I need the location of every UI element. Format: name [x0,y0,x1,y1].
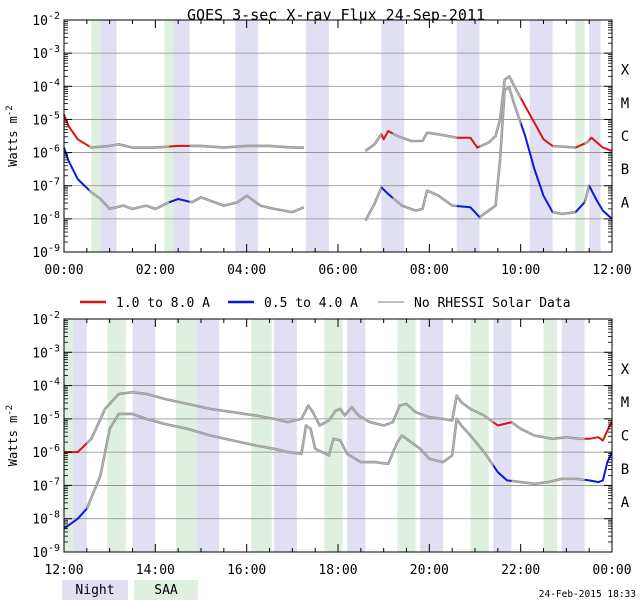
saa-key-swatch [134,580,198,600]
night-band [420,319,444,552]
x-tick-label: 18:00 [318,563,357,578]
no-rhessi-line-core [86,413,585,530]
x-tick-label: 00:00 [44,263,83,278]
saa-band [397,319,416,552]
saa-band [64,319,74,552]
y-tick-label: 10-3 [32,44,60,62]
gray-overlay [89,75,590,153]
y-tick-label: 10-9 [32,543,60,561]
x-tick-label: 20:00 [410,563,449,578]
night-key-swatch [62,580,128,600]
flare-class-label: X [621,63,630,79]
night-band [100,20,117,252]
flare-class-label: A [621,495,630,511]
flare-class-label: C [621,129,629,145]
night-band [347,319,366,552]
generated-timestamp: 24-Feb-2015 18:33 [539,589,636,600]
y-axis-label: Watts m-2 [5,405,20,466]
y-tick-label: 10-2 [32,310,60,328]
x-tick-label: 10:00 [501,263,540,278]
x-tick-label: 08:00 [410,263,449,278]
flare-class-label: X [621,362,630,378]
saa-band [164,20,174,252]
flare-class-label: M [621,395,629,411]
saa-band [91,20,101,252]
gray-overlay [86,390,585,454]
x-tick-label: 06:00 [318,263,357,278]
x-tick-label: 12:00 [44,563,83,578]
flare-class-label: B [621,462,629,478]
night-band [274,319,297,552]
x-tick-label: 12:00 [592,263,631,278]
x-tick-label: 00:00 [592,563,631,578]
y-tick-label: 10-9 [32,243,60,261]
x-tick-label: 14:00 [136,563,175,578]
y-tick-label: 10-7 [32,476,60,494]
gray-overlay [86,412,585,530]
night-band [493,319,512,552]
no-rhessi-line-core [89,114,304,148]
saa-band [251,319,272,552]
saa-band [324,319,343,552]
saa-band [470,319,489,552]
night-band [306,20,329,252]
flare-class-label: C [621,429,629,445]
y-tick-label: 10-5 [32,410,60,428]
night-band [561,319,585,552]
bottom-flux-panel: 10-9 10-8 10-7 10-6 10-5 10-4 10-3 10-2 Watts m-… [5,310,632,578]
flare-class-label: B [621,162,629,178]
x-tick-label: 04:00 [227,263,266,278]
saa-key-label: SAA [154,583,178,598]
saa-band [107,319,126,552]
series-legend: 1.0 to 8.0 A 0.5 to 4.0 A No RHESSI Sola… [80,296,571,311]
y-tick-label: 10-8 [32,210,60,228]
night-band [173,20,190,252]
y-tick-label: 10-4 [32,77,60,95]
saa-band [175,319,197,552]
night-key-label: Night [75,583,114,598]
y-tick-label: 10-6 [32,443,60,461]
x-tick-label: 02:00 [136,263,175,278]
chart-title: GOES 3-sec X-ray Flux 24-Sep-2011 [187,6,485,24]
y-tick-label: 10-4 [32,377,60,395]
night-band [235,20,259,252]
shading-key: Night SAA [62,580,198,600]
no-rhessi-line-core [365,75,590,152]
top-flux-panel: 10-9 10-8 10-7 10-6 10-5 10-4 10-3 10-2 Watts m-… [5,11,632,278]
night-band [73,319,87,552]
no-rhessi-line-core [86,391,585,453]
y-tick-label: 10-3 [32,343,60,361]
y-axis-label: Watts m-2 [5,105,20,166]
legend-red-label: 1.0 to 8.0 A [116,296,210,311]
legend-blue-label: 0.5 to 4.0 A [264,296,358,311]
y-tick-label: 10-5 [32,110,60,128]
y-tick-label: 10-7 [32,177,60,195]
y-tick-label: 10-2 [32,11,60,29]
night-band [456,20,480,252]
x-tick-label: 22:00 [501,563,540,578]
legend-gray-label: No RHESSI Solar Data [414,296,571,311]
x-tick-label: 16:00 [227,563,266,578]
y-tick-label: 10-6 [32,144,60,162]
saa-band [575,20,585,252]
saa-band [543,319,558,552]
flare-class-label: M [621,96,629,112]
y-tick-label: 10-8 [32,510,60,528]
night-band [132,319,156,552]
night-band [589,20,601,252]
flare-class-label: A [621,195,630,211]
